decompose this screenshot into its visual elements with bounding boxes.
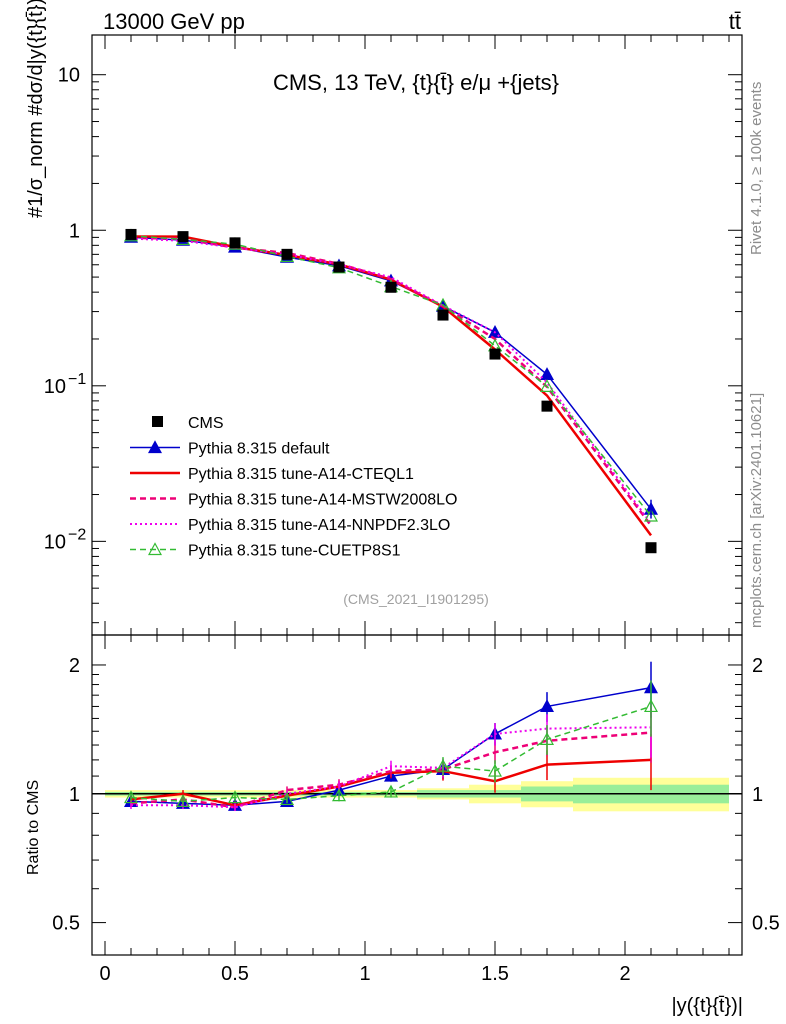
x-tick-label: 0 [99, 963, 110, 985]
legend-data-marker [152, 416, 163, 427]
legend-marker [147, 440, 163, 454]
main-series-line [130, 235, 652, 517]
legend: CMS Pythia 8.315 default Pythia 8.315 tune… [130, 415, 457, 560]
main-series-line [130, 237, 652, 525]
data-point [541, 400, 553, 412]
legend-label: Pythia 8.315 tune-A14-NNPDF2.3LO [188, 517, 450, 534]
ratio-series-marker [279, 792, 295, 806]
main-series-marker [539, 379, 555, 392]
legend-label-cms: CMS [188, 415, 224, 432]
rivet-version-label: Rivet 4.1.0, ≥ 100k events [748, 82, 765, 255]
ratio-series-marker [487, 763, 503, 777]
plot-title: CMS, 13 TeV, {t}{t̄} e/μ +{jets} [273, 70, 559, 95]
ratio-y-tick-label-left: 0.5 [52, 913, 80, 935]
ratio-series-marker [643, 699, 659, 713]
x-tick-label: 1 [359, 963, 370, 985]
data-point [229, 237, 241, 249]
x-tick-label: 0.5 [221, 963, 249, 985]
ratio-series-marker [331, 788, 347, 802]
data-point [281, 248, 293, 260]
ratio-series-line [130, 686, 652, 807]
ratio-axis-ticks: 0.5 0.5 1 1 2 2 [52, 655, 780, 935]
ratio-series-marker [123, 790, 139, 804]
main-y-tick-label: 1 [69, 220, 80, 242]
process-label: tt̄ [729, 9, 741, 34]
ratio-y-tick-label-left: 2 [69, 655, 80, 677]
main-y-axis-title: #1/σ_norm #dσ/d|y({t}{t̄})| [25, 0, 47, 218]
main-y-tick-label: 10 [44, 376, 66, 398]
ratio-series-marker [435, 758, 451, 772]
ratio-series-marker [539, 699, 555, 713]
ratio-panel: 0.5 0.5 1 1 2 2 0 0.5 1 1.5 2 [52, 634, 780, 985]
ratio-curves [123, 661, 659, 812]
x-tick-label: 2 [619, 963, 630, 985]
ratio-y-tick-label-right: 1 [752, 784, 763, 806]
data-point [125, 228, 137, 240]
ratio-y-axis-title: Ratio to CMS [25, 780, 42, 875]
main-y-tick-label: 10 [58, 65, 80, 87]
ratio-series-marker [175, 794, 191, 807]
ratio-series-marker [227, 790, 243, 804]
legend-label: Pythia 8.315 tune-A14-CTEQL1 [188, 466, 414, 483]
main-series-marker [643, 508, 659, 522]
x-tick-label: 1.5 [481, 963, 509, 985]
main-y-tick-label: 10 [44, 531, 66, 553]
data-point [177, 231, 189, 243]
analysis-reference: (CMS_2021_I1901295) [343, 591, 489, 607]
ratio-y-tick-label-right: 0.5 [752, 913, 780, 935]
ratio-uncertainty-bands [105, 777, 729, 812]
energy-label: 13000 GeV pp [103, 9, 245, 34]
main-y-tick-exponent: −2 [68, 526, 86, 543]
x-axis-title: |y({t}{t̄})| [671, 995, 743, 1017]
ratio-series-line [130, 758, 652, 807]
mcplots-label: mcplots.cern.ch [arXiv:2401.10621] [748, 393, 765, 628]
data-point [645, 542, 657, 554]
ratio-series-marker [383, 784, 399, 798]
x-axis-ticks: 0 0.5 1 1.5 2 [99, 635, 730, 985]
main-y-tick-exponent: −1 [68, 371, 86, 388]
ratio-y-tick-label-left: 1 [69, 784, 80, 806]
legend-label: Pythia 8.315 tune-A14-MSTW2008LO [188, 492, 457, 509]
ratio-y-tick-label-right: 2 [752, 655, 763, 677]
data-point [385, 281, 397, 293]
ratio-series-marker [539, 732, 555, 745]
main-data-points [125, 228, 657, 554]
ratio-series-line [131, 726, 652, 809]
data-point [333, 261, 345, 273]
data-point [489, 348, 501, 360]
data-point [437, 309, 449, 321]
ratio-series-line [130, 705, 652, 803]
main-series-line [130, 235, 653, 537]
legend-label: Pythia 8.315 tune-CUETP8S1 [188, 543, 401, 560]
main-curves [123, 228, 659, 537]
legend-marker [147, 542, 163, 556]
legend-label: Pythia 8.315 default [188, 441, 330, 458]
